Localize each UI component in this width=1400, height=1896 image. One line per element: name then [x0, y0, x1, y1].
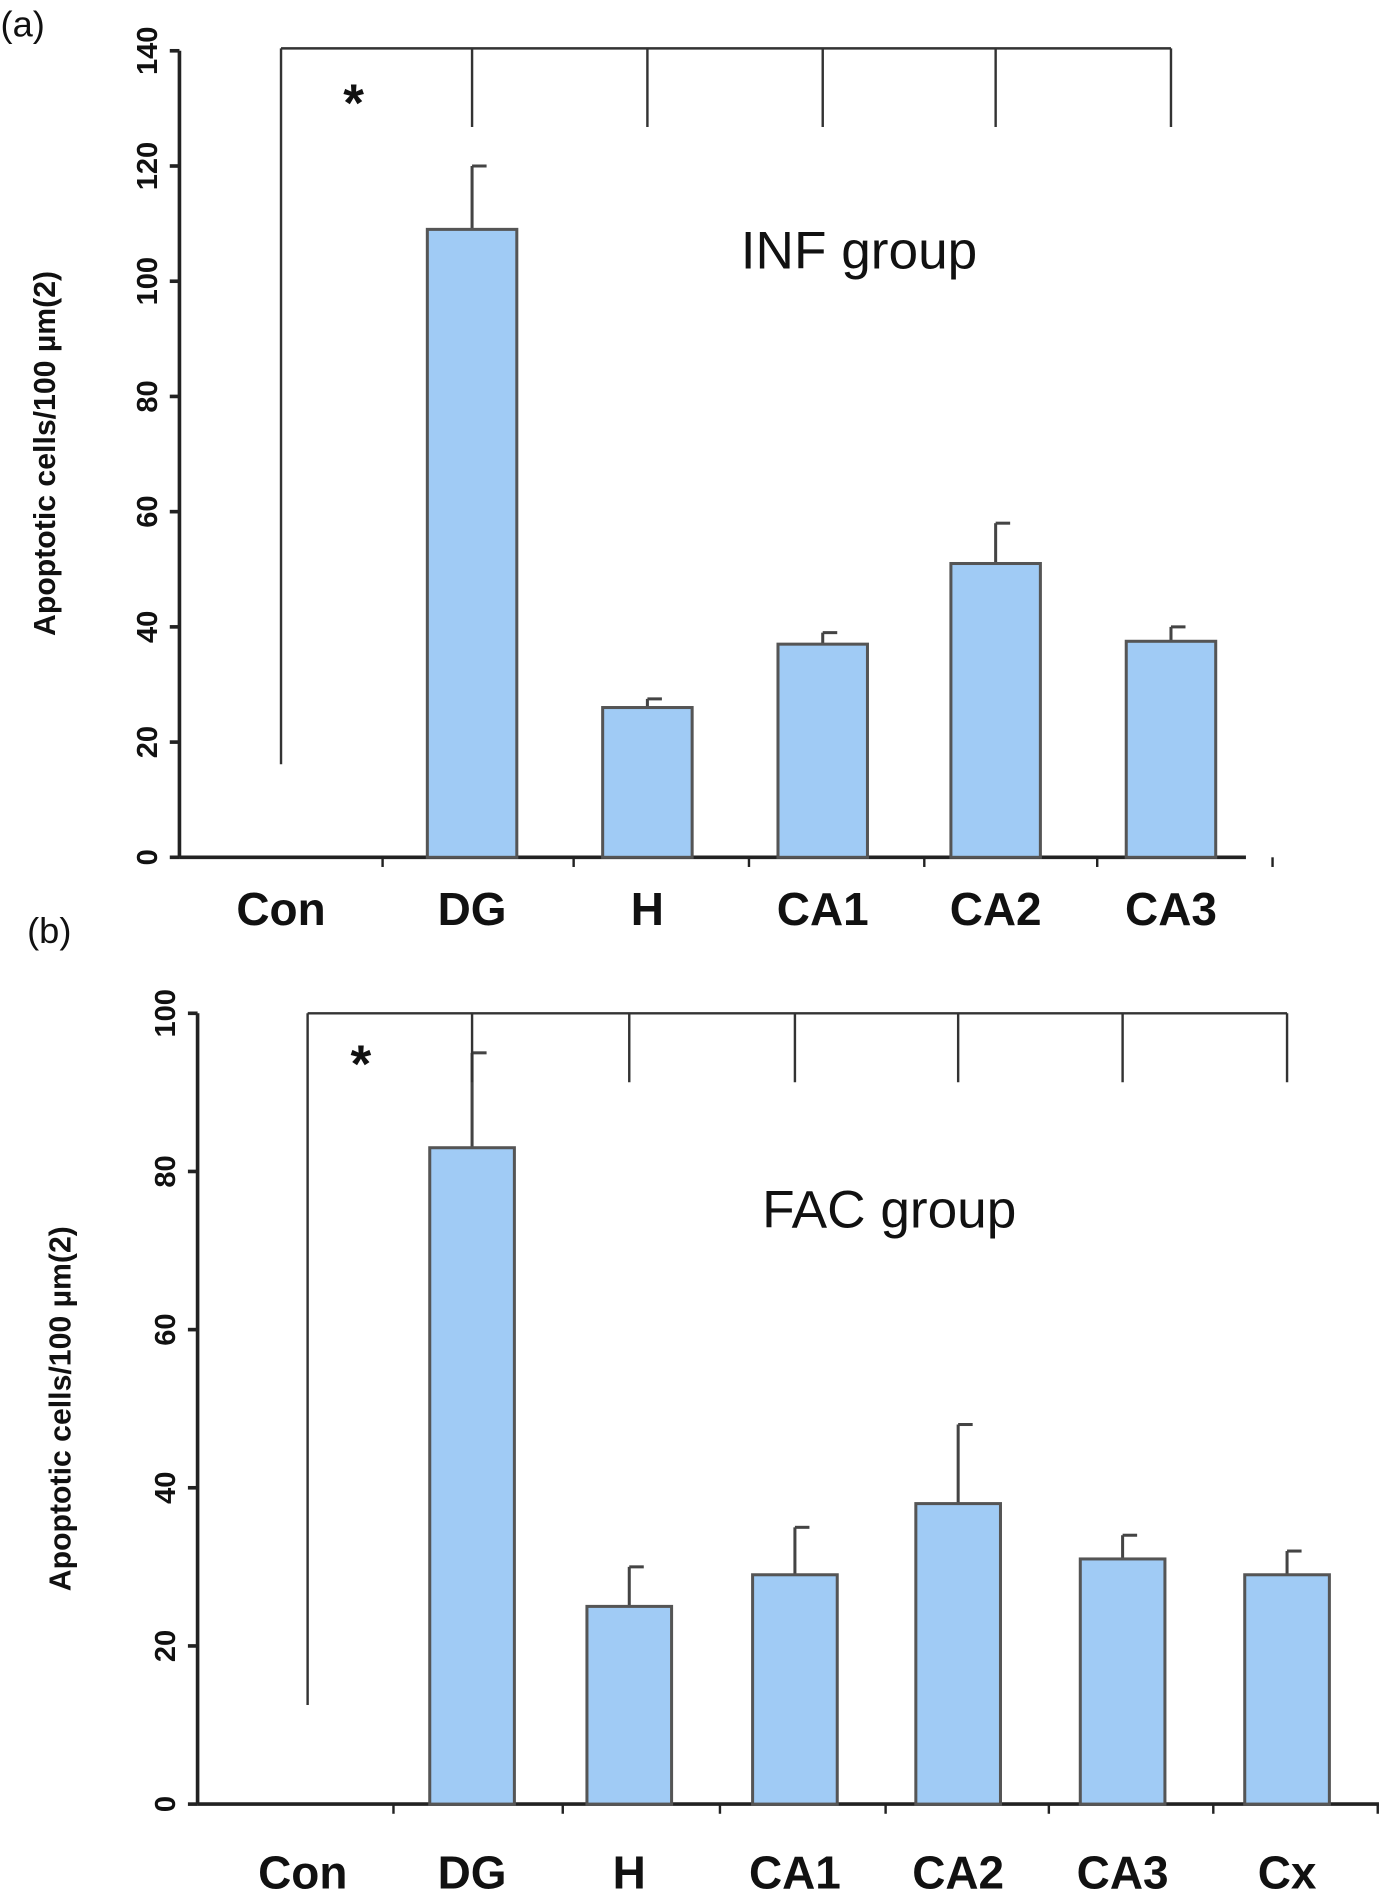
bar-ca2 [949, 561, 1042, 859]
significance-marker: * [350, 1035, 371, 1094]
x-tick-label: CA3 [1125, 883, 1217, 935]
significance-marker: * [343, 74, 364, 133]
y-axis-label: Apoptotic cells/100 µm(2) [45, 1226, 78, 1591]
y-tick-label: 100 [150, 989, 182, 1037]
x-tick-label: CA2 [950, 883, 1042, 935]
y-tick-label: 120 [132, 142, 164, 190]
bar-h [601, 706, 694, 859]
y-tick-label: 60 [150, 1313, 182, 1345]
bar-ca2 [914, 1502, 1002, 1806]
x-tick-label: Con [236, 883, 325, 935]
x-tick-label: DG [438, 883, 507, 935]
x-tick-label: CA2 [912, 1847, 1004, 1896]
bar-cx [1243, 1573, 1331, 1806]
bar-ca1 [751, 1573, 839, 1806]
y-tick-label: 20 [132, 726, 164, 758]
bar-dg [428, 1146, 516, 1806]
y-tick-label: 40 [150, 1472, 182, 1504]
y-tick-label: 80 [150, 1155, 182, 1187]
y-tick-label: 20 [150, 1630, 182, 1662]
x-tick-label: DG [438, 1847, 507, 1896]
group-annotation: FAC group [762, 1180, 1016, 1239]
y-tick-label: 0 [132, 849, 164, 865]
bar-ca3 [1124, 639, 1218, 859]
x-tick-label: CA1 [749, 1847, 841, 1896]
y-axis-label: Apoptotic cells/100 µm(2) [29, 271, 62, 636]
y-tick-label: 40 [132, 611, 164, 643]
x-tick-label: H [631, 883, 664, 935]
bar-ca3 [1078, 1557, 1167, 1806]
x-tick-label: Cx [1258, 1847, 1317, 1896]
y-tick-label: 100 [132, 257, 164, 305]
x-tick-label: Con [258, 1847, 347, 1896]
panel-label: (b) [27, 910, 71, 951]
panel-label: (a) [0, 3, 44, 44]
x-tick-label: CA1 [777, 883, 869, 935]
x-tick-label: H [613, 1847, 646, 1896]
bar-dg [425, 227, 519, 859]
y-tick-label: 80 [132, 380, 164, 412]
y-tick-label: 0 [150, 1796, 182, 1812]
bar-h [585, 1604, 674, 1806]
y-tick-label: 60 [132, 496, 164, 528]
x-tick-label: CA3 [1077, 1847, 1169, 1896]
bar-ca1 [776, 642, 869, 859]
y-tick-label: 140 [132, 27, 164, 75]
group-annotation: INF group [741, 221, 978, 280]
